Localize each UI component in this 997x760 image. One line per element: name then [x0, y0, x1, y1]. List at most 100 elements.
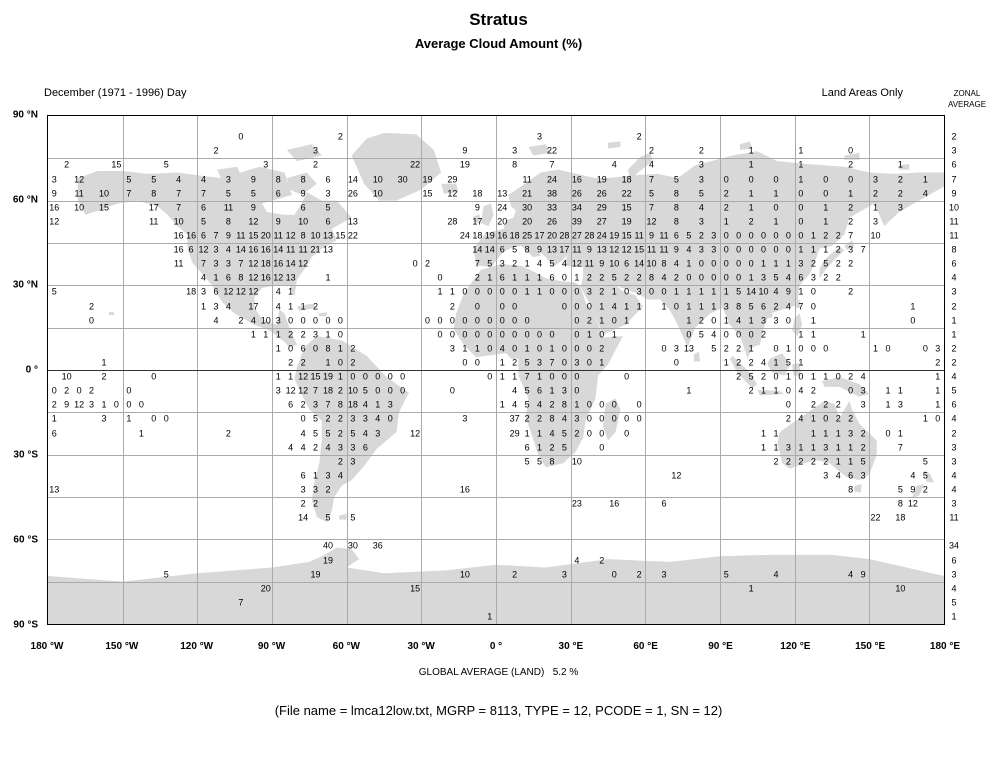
cloud-amount-value: 6	[661, 498, 667, 509]
cloud-amount-value: 0	[586, 413, 592, 424]
cloud-amount-value: 0	[400, 371, 406, 382]
cloud-amount-value: 1	[250, 329, 256, 340]
cloud-amount-value: 1	[810, 413, 816, 424]
cloud-amount-value: 4	[201, 174, 207, 184]
cloud-amount-value: 4	[201, 272, 207, 283]
cloud-amount-value: 1	[300, 301, 306, 311]
cloud-amount-value: 2	[337, 385, 343, 396]
cloud-amount-value: 1	[835, 456, 841, 467]
cloud-amount-value: 2	[673, 272, 679, 283]
cloud-amount-value: 21	[522, 188, 533, 199]
cloud-amount-value: 11	[634, 230, 644, 241]
cloud-amount-value: 0	[561, 343, 567, 354]
cloud-amount-value: 1	[748, 583, 754, 594]
cloud-amount-value: 1	[922, 174, 928, 184]
cloud-amount-value: 1	[661, 301, 667, 311]
cloud-amount-value: 3	[897, 399, 903, 410]
cloud-amount-value: 2	[474, 272, 480, 283]
cloud-amount-value: 0	[387, 371, 393, 382]
cloud-amount-value: 0	[673, 301, 679, 311]
cloud-amount-value: 12	[273, 272, 284, 283]
cloud-amount-value: 0	[586, 343, 592, 354]
cloud-amount-value: 0	[723, 329, 729, 340]
cloud-amount-value: 2	[512, 569, 518, 580]
cloud-amount-value: 2	[723, 343, 729, 354]
cloud-amount-value: 2	[350, 357, 356, 368]
page-title: Stratus	[469, 10, 528, 29]
cloud-amount-value: 10	[372, 188, 383, 199]
cloud-amount-value: 1	[823, 216, 829, 227]
cloud-amount-value: 6	[201, 202, 207, 213]
zonal-average-header: ZONAL AVERAGE	[939, 88, 995, 110]
cloud-amount-value: 2	[64, 385, 70, 396]
cloud-amount-value: 2	[848, 216, 854, 227]
cloud-amount-value: 2	[425, 258, 431, 269]
cloud-amount-value: 4	[761, 357, 767, 368]
gridline-latitude	[48, 285, 944, 286]
cloud-amount-value: 5	[785, 357, 791, 368]
cloud-amount-value: 3	[897, 202, 903, 213]
cloud-amount-value: 7	[649, 174, 655, 184]
cloud-amount-value: 3	[362, 413, 368, 424]
cloud-amount-value: 1	[835, 428, 841, 438]
cloud-amount-value: 2	[337, 413, 343, 424]
cloud-amount-value: 12	[907, 498, 918, 509]
cloud-amount-value: 1	[437, 286, 443, 297]
cloud-amount-value: 1	[313, 470, 319, 481]
cloud-amount-value: 2	[748, 357, 754, 368]
cloud-amount-value: 0	[624, 428, 630, 438]
cloud-amount-value: 0	[785, 230, 791, 241]
cloud-amount-value: 27	[596, 216, 607, 227]
cloud-amount-value: 1	[897, 159, 903, 170]
cloud-amount-value: 0	[362, 371, 368, 382]
zonal-average-value: 6	[951, 555, 957, 565]
cloud-amount-value: 3	[313, 399, 319, 410]
cloud-amount-value: 0	[561, 371, 567, 382]
cloud-amount-value: 4	[225, 244, 231, 255]
cloud-amount-value: 0	[773, 202, 779, 213]
cloud-amount-value: 0	[810, 343, 816, 354]
cloud-amount-value: 0	[512, 315, 518, 326]
cloud-amount-value: 19	[621, 216, 632, 227]
cloud-amount-value: 5	[860, 456, 866, 467]
cloud-amount-value: 18	[509, 230, 520, 241]
cloud-amount-value: 1	[126, 413, 132, 424]
cloud-amount-value: 0	[848, 174, 854, 184]
cloud-amount-value: 0	[574, 301, 580, 311]
cloud-amount-value: 5	[512, 244, 518, 255]
cloud-amount-value: 1	[810, 329, 816, 340]
cloud-amount-value: 4	[736, 315, 742, 326]
cloud-amount-value: 1	[698, 301, 704, 311]
cloud-amount-value: 7	[201, 188, 207, 199]
cloud-amount-value: 8	[225, 216, 231, 227]
cloud-amount-value: 1	[748, 272, 754, 283]
cloud-amount-value: 19	[322, 555, 334, 565]
zonal-average-value: 5	[951, 597, 957, 608]
map-plot-area: 0 2 3 2 2 3 9 3 22 2 2 1 1 0 2 15 5 3 2 22 19 8 7 4 4 3 1 1 2 1 3 12 5 5 4…	[47, 115, 945, 625]
cloud-amount-value: 27	[571, 230, 582, 241]
cloud-amount-value: 0	[574, 315, 580, 326]
cloud-amount-value: 2	[785, 413, 791, 424]
cloud-amount-value: 6	[213, 286, 219, 297]
cloud-amount-value: 2	[599, 343, 605, 354]
cloud-amount-value: 7	[860, 244, 866, 255]
cloud-amount-value: 11	[74, 188, 84, 199]
cloud-amount-value: 8	[848, 484, 854, 495]
cloud-amount-value: 14	[273, 244, 284, 255]
cloud-amount-value: 0	[437, 315, 443, 326]
cloud-amount-value: 16	[49, 202, 60, 213]
cloud-amount-value: 9	[649, 230, 655, 241]
cloud-amount-value: 0	[337, 315, 343, 326]
cloud-amount-value: 10	[98, 188, 110, 199]
cloud-amount-value: 0	[487, 315, 493, 326]
cloud-amount-value: 1	[773, 258, 779, 269]
cloud-amount-value: 1	[375, 399, 381, 410]
cloud-amount-value: 2	[512, 258, 518, 269]
longitude-label: 150 °E	[855, 641, 886, 652]
cloud-amount-value: 1	[748, 188, 754, 199]
cloud-amount-value: 9	[673, 244, 679, 255]
cloud-amount-value: 0	[512, 343, 518, 354]
cloud-amount-value: 4	[275, 286, 281, 297]
cloud-amount-value: 28	[584, 230, 595, 241]
cloud-amount-value: 0	[798, 343, 804, 354]
